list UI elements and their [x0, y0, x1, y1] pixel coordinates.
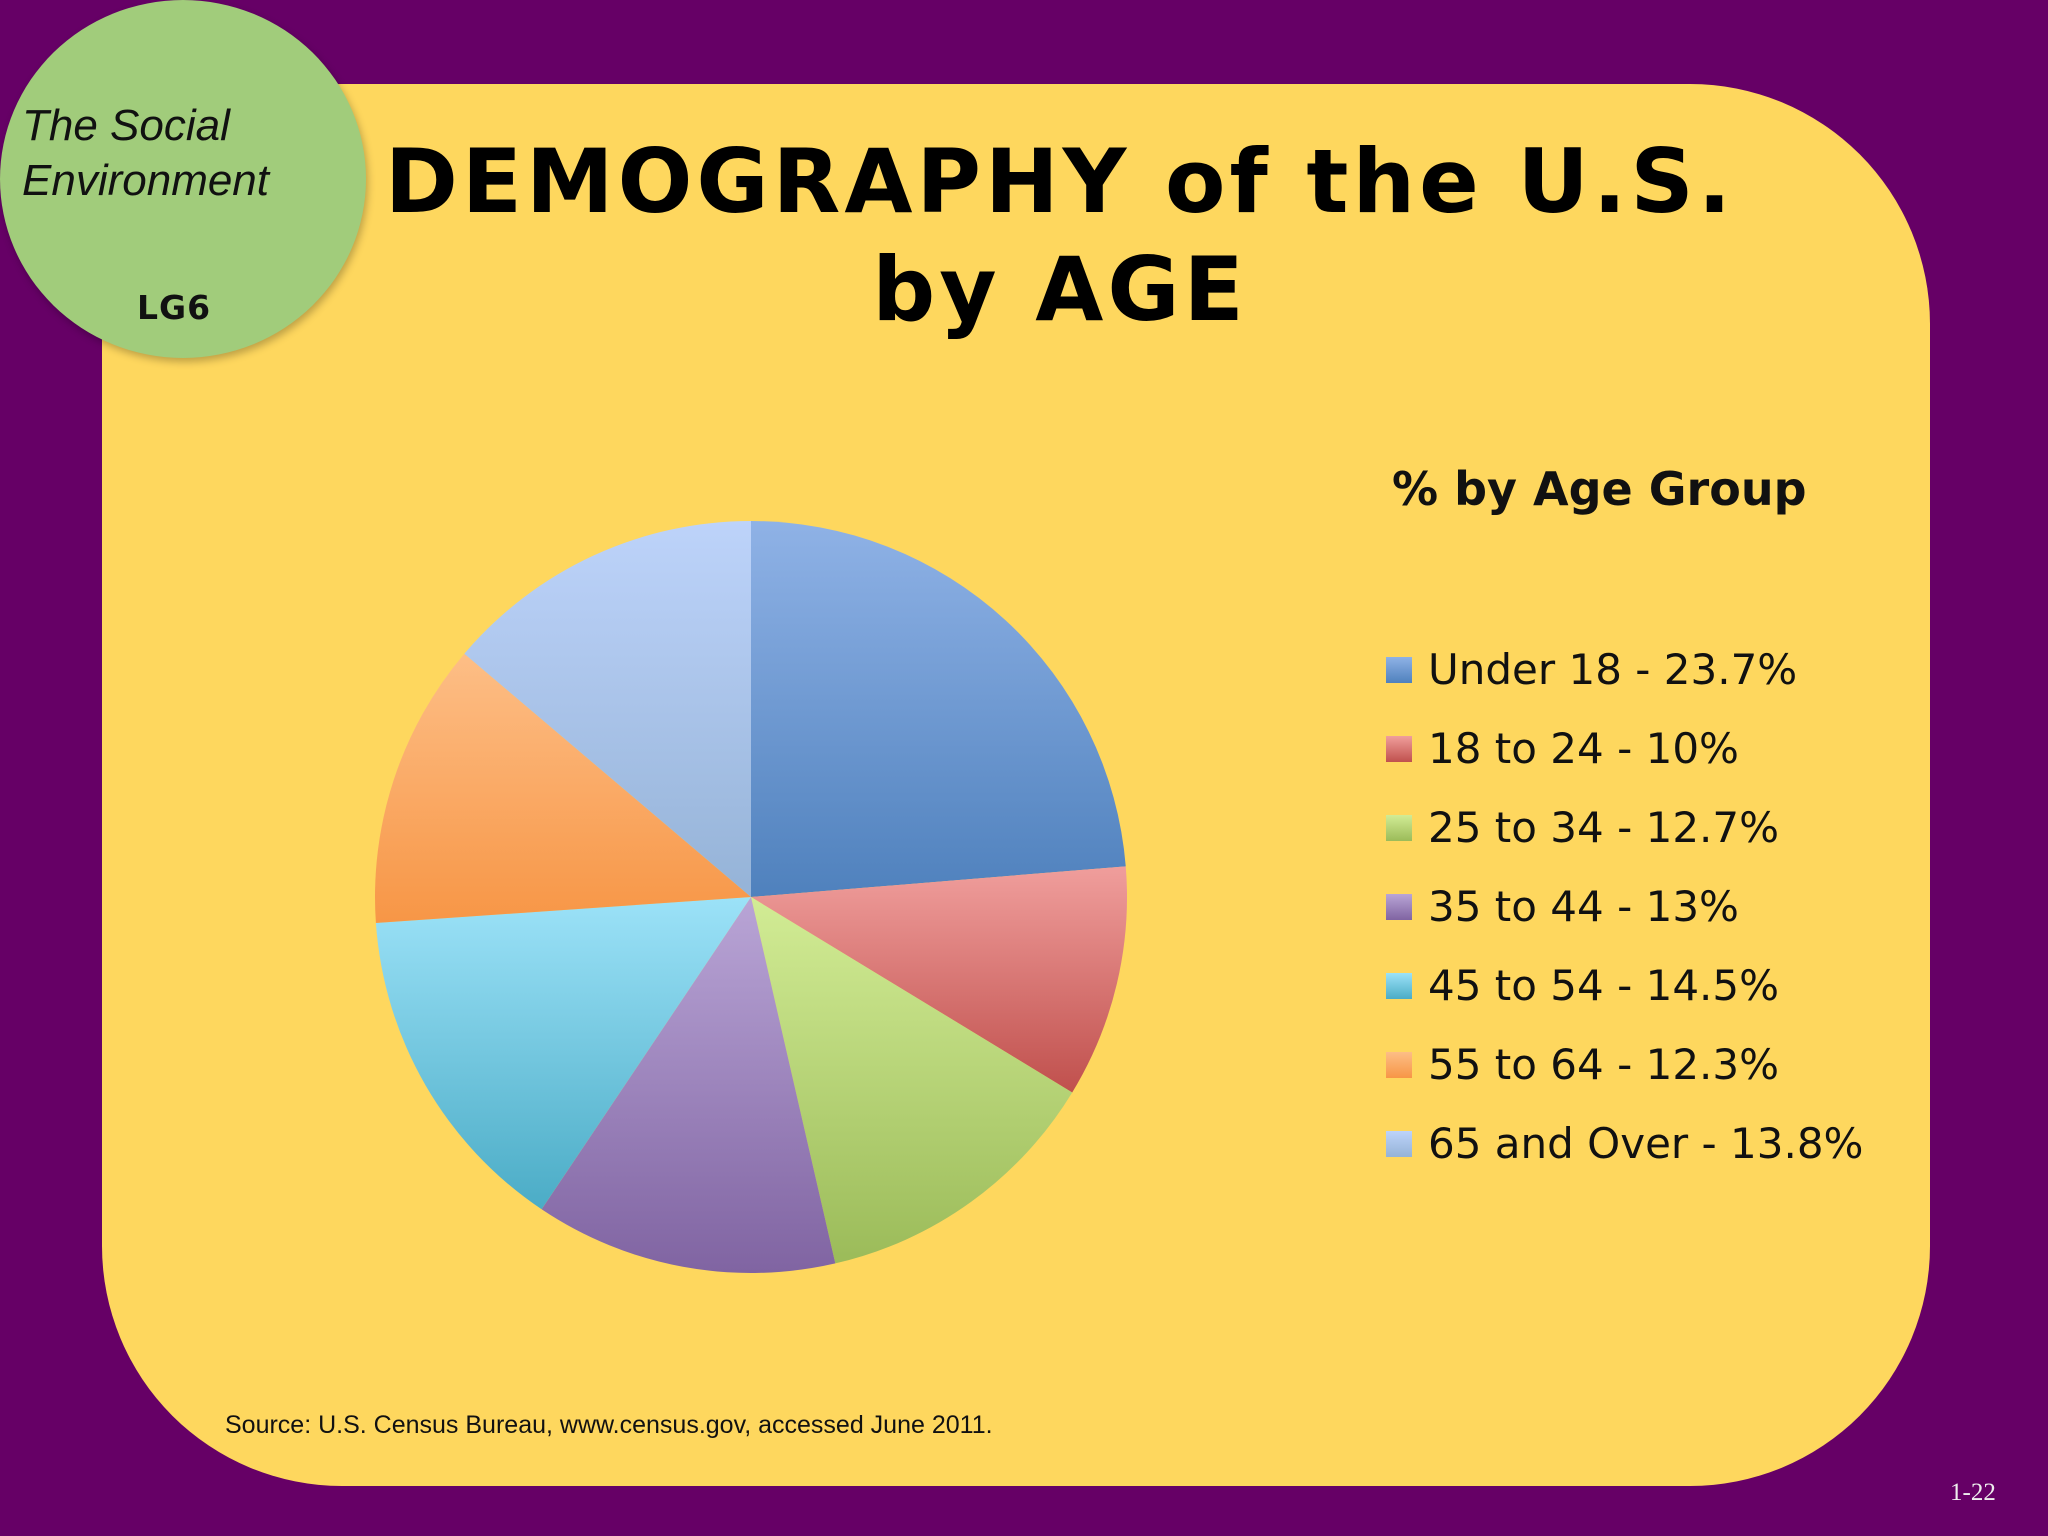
pie-slice-45-to-54: [375, 897, 751, 1210]
pie-slice-under-18: [751, 521, 1126, 897]
legend-label: 18 to 24 - 10%: [1428, 724, 1739, 773]
legend-item: 65 and Over - 13.8%: [1386, 1104, 1863, 1183]
legend-label: 25 to 34 - 12.7%: [1428, 803, 1780, 852]
legend-label: Under 18 - 23.7%: [1428, 645, 1798, 694]
legend-label: 35 to 44 - 13%: [1428, 882, 1739, 931]
pie-slice-25-to-34: [751, 897, 1073, 1264]
topic-badge: The Social Environment LG6: [0, 0, 366, 358]
source-note: Source: U.S. Census Bureau, www.census.g…: [225, 1411, 993, 1439]
legend-swatch: [1386, 893, 1412, 920]
pie-slice-55-to-64: [375, 653, 751, 923]
pie-slice-18-to-24: [751, 866, 1128, 1093]
learning-goal-label: LG6: [137, 288, 212, 327]
legend-item: 18 to 24 - 10%: [1386, 709, 1863, 788]
legend-swatch: [1386, 814, 1412, 841]
legend-label: 45 to 54 - 14.5%: [1428, 961, 1780, 1010]
legend-item: 55 to 64 - 12.3%: [1386, 1025, 1863, 1104]
pie-slice-65-and-over: [464, 521, 751, 897]
legend-swatch: [1386, 735, 1412, 762]
legend-item: Under 18 - 23.7%: [1386, 630, 1863, 709]
slide-title: DEMOGRAPHY of the U.S. by AGE: [384, 130, 1736, 341]
chart-legend: Under 18 - 23.7% 18 to 24 - 10% 25 to 34 -…: [1386, 630, 1863, 1183]
legend-item: 45 to 54 - 14.5%: [1386, 946, 1863, 1025]
legend-item: 25 to 34 - 12.7%: [1386, 788, 1863, 867]
legend-label: 55 to 64 - 12.3%: [1428, 1040, 1780, 1089]
legend-swatch: [1386, 656, 1412, 683]
pie-slice-35-to-44: [541, 897, 836, 1273]
legend-label: 65 and Over - 13.8%: [1428, 1119, 1864, 1168]
legend-swatch: [1386, 1130, 1412, 1157]
legend-swatch: [1386, 972, 1412, 999]
chart-title: % by Age Group: [1392, 462, 1807, 516]
topic-label: The Social Environment: [22, 101, 270, 205]
slide-number: 1-22: [1950, 1479, 1996, 1506]
legend-swatch: [1386, 1051, 1412, 1078]
legend-item: 35 to 44 - 13%: [1386, 867, 1863, 946]
